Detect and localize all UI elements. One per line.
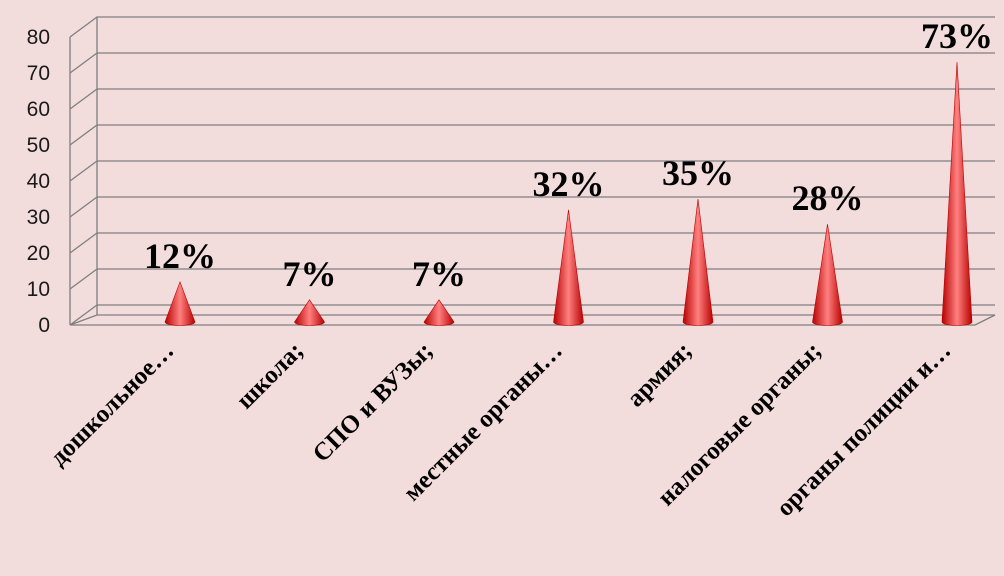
- category-label: армия;: [622, 337, 697, 412]
- gridline: [69, 160, 995, 182]
- gridline: [69, 16, 995, 38]
- y-tick-label: 80: [27, 26, 50, 49]
- data-label: 32%: [533, 164, 605, 204]
- data-labels: 12% 7% 7% 32% 35% 28% 73%: [144, 16, 993, 294]
- data-label: 7%: [412, 254, 466, 294]
- y-tick-label: 30: [27, 206, 50, 229]
- data-label: 7%: [283, 254, 337, 294]
- y-tick-label: 0: [38, 314, 50, 337]
- data-label: 73%: [921, 16, 993, 56]
- gridline: [69, 196, 995, 218]
- cones: [164, 62, 973, 326]
- floor-edge: [69, 314, 996, 326]
- data-label: 12%: [144, 236, 216, 276]
- y-tick-label: 40: [27, 170, 50, 193]
- y-axis-ticks: 0 10 20 30 40 50 60 70 80: [27, 26, 50, 337]
- cone-bar: [812, 224, 843, 326]
- y-tick-label: 60: [27, 98, 50, 121]
- cone-bar: [941, 62, 973, 326]
- data-label: 28%: [792, 178, 864, 218]
- data-label: 35%: [662, 153, 734, 193]
- gridline: [69, 124, 995, 146]
- gridline: [69, 52, 995, 74]
- y-tick-label: 20: [27, 242, 50, 265]
- gridline: [69, 88, 995, 110]
- y-tick-label: 50: [27, 134, 50, 157]
- cone-bar: [423, 299, 455, 326]
- y-tick-label: 10: [27, 278, 50, 301]
- category-label: дошкольное…: [45, 337, 179, 471]
- gridlines: [69, 16, 996, 326]
- category-labels: дошкольное… школа;СПО и ВУЗы;местные орга…: [45, 337, 956, 522]
- y-tick-label: 70: [27, 62, 50, 85]
- category-label: школа;: [232, 337, 309, 414]
- cone-bar: [553, 209, 584, 326]
- cone-bar: [294, 299, 325, 326]
- cone-bar: [682, 198, 714, 326]
- cone-bar: [164, 280, 196, 326]
- category-label: СПО и ВУЗы;: [308, 337, 439, 468]
